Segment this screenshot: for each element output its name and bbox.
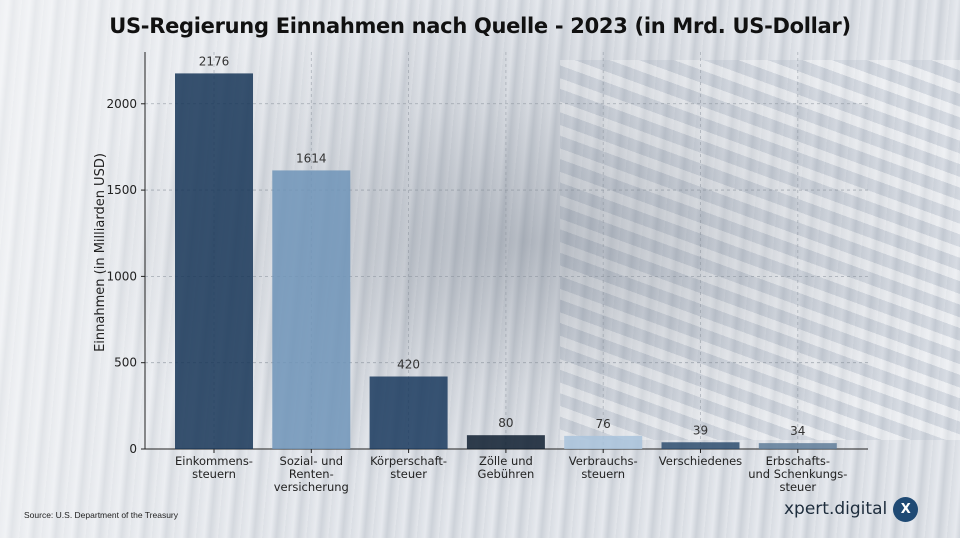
brand-name: xpert.digital [784,499,888,519]
bar-value-label: 80 [498,416,513,430]
chart-title: US-Regierung Einnahmen nach Quelle - 202… [109,14,851,38]
bar [272,170,351,450]
bar [661,442,740,449]
x-tick-label: steuern [192,467,236,481]
bar [466,435,545,449]
brand[interactable]: xpert.digital X [784,496,919,522]
x-tick-label: und Schenkungs- [748,467,847,481]
x-tick-label: Erbschafts- [766,454,830,468]
x-tick-label: steuern [581,467,625,481]
x-tick-label: steuer [390,467,427,481]
x-tick-label: versicherung [274,480,349,494]
y-axis-label: Einnahmen (in Milliarden USD) [93,153,108,352]
source-note: Source: U.S. Department of the Treasury [24,510,179,520]
x-tick-label: Zölle und [479,454,533,468]
bar [758,443,837,449]
x-tick-label: Gebühren [478,467,535,481]
bar [564,435,643,449]
bar-value-label: 420 [397,358,420,372]
bar-value-label: 1614 [296,151,327,165]
bar-value-label: 34 [790,424,805,438]
bar-value-label: 76 [596,417,611,431]
bar-value-label: 39 [693,423,708,437]
y-tick-label: 1500 [106,183,137,197]
x-tick-label: steuer [779,480,816,494]
x-tick-label: Verbrauchs- [569,454,638,468]
x-tick-label: Verschiedenes [659,454,742,468]
brand-logo-icon: X [893,496,919,522]
y-tick-label: 2000 [106,97,137,111]
y-tick-label: 0 [129,442,137,456]
x-tick-label: Einkommens- [175,454,253,468]
background-flag [560,60,960,440]
bar [369,376,448,449]
bar-value-label: 2176 [199,54,230,68]
y-tick-label: 500 [114,356,137,370]
y-tick-label: 1000 [106,269,137,283]
x-tick-label: Sozial- und [280,454,344,468]
x-tick-label: Körperschaft- [370,454,447,468]
x-tick-label: Renten- [289,467,334,481]
bar [175,73,253,450]
